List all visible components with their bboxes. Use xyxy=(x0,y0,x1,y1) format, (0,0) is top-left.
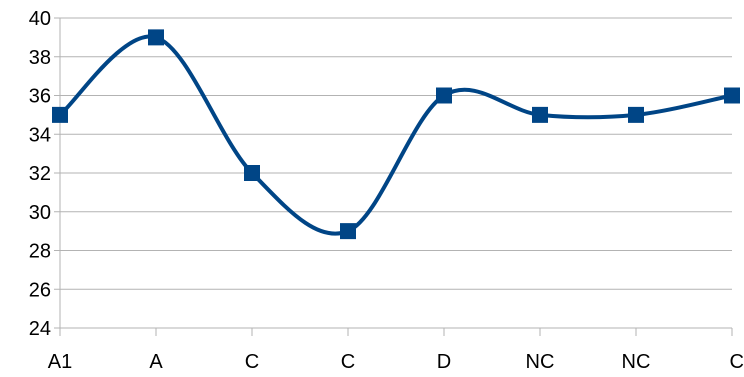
x-tick-label: NC xyxy=(526,351,555,373)
x-tick-label: C xyxy=(341,351,355,373)
x-axis-tick-labels: A1 A C C D NC NC C xyxy=(48,351,744,373)
axes xyxy=(54,17,733,336)
x-tick-label: C xyxy=(245,351,259,373)
data-point-marker xyxy=(148,29,164,46)
y-tick-label: 36 xyxy=(29,86,51,108)
y-tick-label: 28 xyxy=(29,241,51,263)
x-tick-label: A1 xyxy=(48,351,72,373)
x-tick-label: D xyxy=(437,351,451,373)
series-group xyxy=(52,29,740,240)
data-point-marker xyxy=(532,106,548,123)
x-tick-label: C xyxy=(730,351,744,373)
data-point-marker xyxy=(340,223,356,240)
data-point-marker xyxy=(436,87,452,104)
y-tick-label: 34 xyxy=(29,124,51,146)
y-tick-label: 38 xyxy=(29,47,51,69)
data-point-marker xyxy=(724,87,740,104)
y-tick-label: 26 xyxy=(29,279,51,301)
data-point-marker xyxy=(52,106,68,123)
data-point-marker xyxy=(244,165,260,181)
x-tick-label: A xyxy=(149,351,163,373)
y-tick-label: 32 xyxy=(29,163,51,185)
y-tick-label: 24 xyxy=(29,318,51,340)
grid-lines xyxy=(60,17,732,329)
y-tick-label: 30 xyxy=(29,202,51,224)
series-line xyxy=(58,34,734,236)
x-tick-label: NC xyxy=(622,351,651,373)
y-axis-tick-labels: 24 26 28 30 32 34 36 38 40 xyxy=(29,8,51,340)
data-point-marker xyxy=(628,106,644,123)
y-tick-label: 40 xyxy=(29,8,51,30)
